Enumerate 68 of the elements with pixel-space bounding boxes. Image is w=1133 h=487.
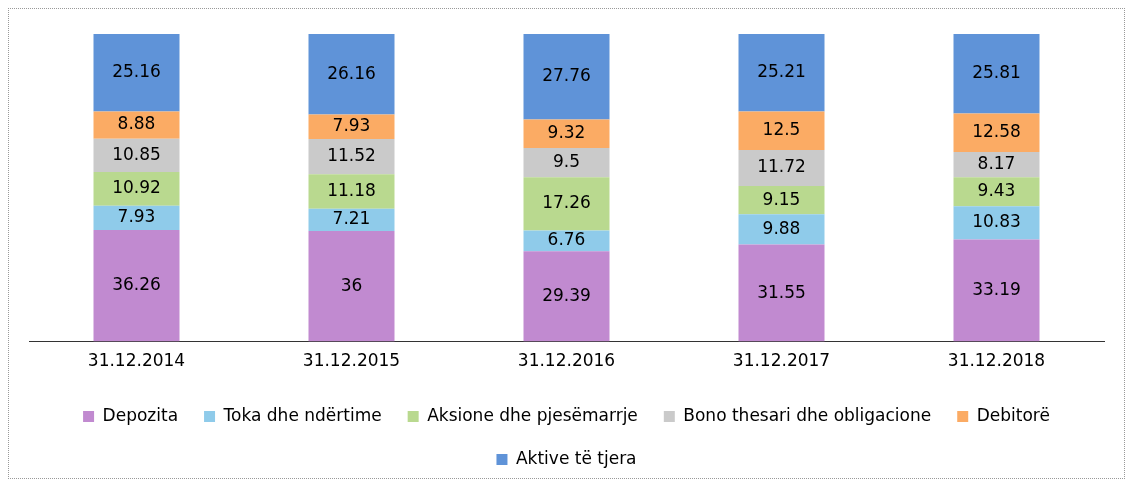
data-label: 7.93 xyxy=(117,206,156,227)
data-label: 10.92 xyxy=(112,177,161,198)
data-label: 31.55 xyxy=(757,281,806,302)
bar xyxy=(953,34,1040,114)
legend-label: Debitorë xyxy=(976,404,1050,425)
bar xyxy=(738,34,825,112)
data-label: 26.16 xyxy=(327,62,376,83)
bar xyxy=(523,177,610,231)
bar xyxy=(308,114,395,139)
data-label: 8.17 xyxy=(977,153,1016,174)
data-label: 11.52 xyxy=(327,145,376,166)
legend-label: Bono thesari dhe obligacione xyxy=(683,404,932,425)
data-label: 12.58 xyxy=(972,121,1021,142)
data-label: 36 xyxy=(340,274,363,295)
data-label: 6.76 xyxy=(547,229,586,250)
data-label: 9.15 xyxy=(762,188,801,209)
bar xyxy=(308,34,395,115)
bar xyxy=(308,208,395,231)
data-label: 25.21 xyxy=(757,61,806,82)
bar xyxy=(738,214,825,245)
bar xyxy=(953,239,1040,342)
x-tick-label: 31.12.2018 xyxy=(947,350,1046,371)
data-label: 9.5 xyxy=(552,151,581,172)
data-label: 25.81 xyxy=(972,62,1021,83)
data-label: 36.26 xyxy=(112,274,161,295)
bar xyxy=(523,148,610,178)
data-label: 7.93 xyxy=(332,115,371,136)
data-label: 12.5 xyxy=(762,119,801,140)
bar xyxy=(308,138,395,175)
legend-label: Aktive të tjera xyxy=(515,447,637,468)
data-label: 17.26 xyxy=(542,192,591,213)
bar xyxy=(953,113,1040,153)
data-label: 9.43 xyxy=(977,180,1016,201)
bar xyxy=(953,152,1040,178)
bar xyxy=(523,34,610,120)
bar xyxy=(738,186,825,215)
bar xyxy=(738,244,825,342)
data-label: 29.39 xyxy=(542,284,591,305)
data-label: 9.88 xyxy=(762,217,801,238)
data-label: 9.32 xyxy=(547,122,586,143)
data-label: 11.18 xyxy=(327,179,376,200)
bar xyxy=(93,172,180,206)
legend-label: Toka dhe ndërtime xyxy=(222,404,382,425)
data-label: 7.21 xyxy=(332,208,371,229)
data-label: 25.16 xyxy=(112,61,161,82)
bar xyxy=(93,230,180,342)
x-tick-label: 31.12.2016 xyxy=(517,350,616,371)
data-label: 33.19 xyxy=(972,278,1021,299)
bar xyxy=(738,111,825,150)
bar xyxy=(523,251,610,342)
data-label: 8.88 xyxy=(117,113,156,134)
data-label: 10.83 xyxy=(972,211,1021,232)
bar xyxy=(93,111,180,139)
bar xyxy=(308,174,395,209)
data-label: 27.76 xyxy=(542,65,591,86)
bar xyxy=(738,149,825,187)
legend-label: Aksione dhe pjesëmarrje xyxy=(427,404,638,425)
x-tick-label: 31.12.2015 xyxy=(302,350,401,371)
bar xyxy=(953,206,1040,240)
x-tick-label: 31.12.2014 xyxy=(87,350,186,371)
x-tick-label: 31.12.2017 xyxy=(732,350,831,371)
data-label: 10.85 xyxy=(112,143,161,164)
bar xyxy=(93,34,180,112)
bar xyxy=(953,177,1040,207)
data-label: 11.72 xyxy=(757,156,806,177)
legend-label: Depozita xyxy=(102,404,179,425)
bar xyxy=(308,230,395,342)
bar xyxy=(523,119,610,149)
